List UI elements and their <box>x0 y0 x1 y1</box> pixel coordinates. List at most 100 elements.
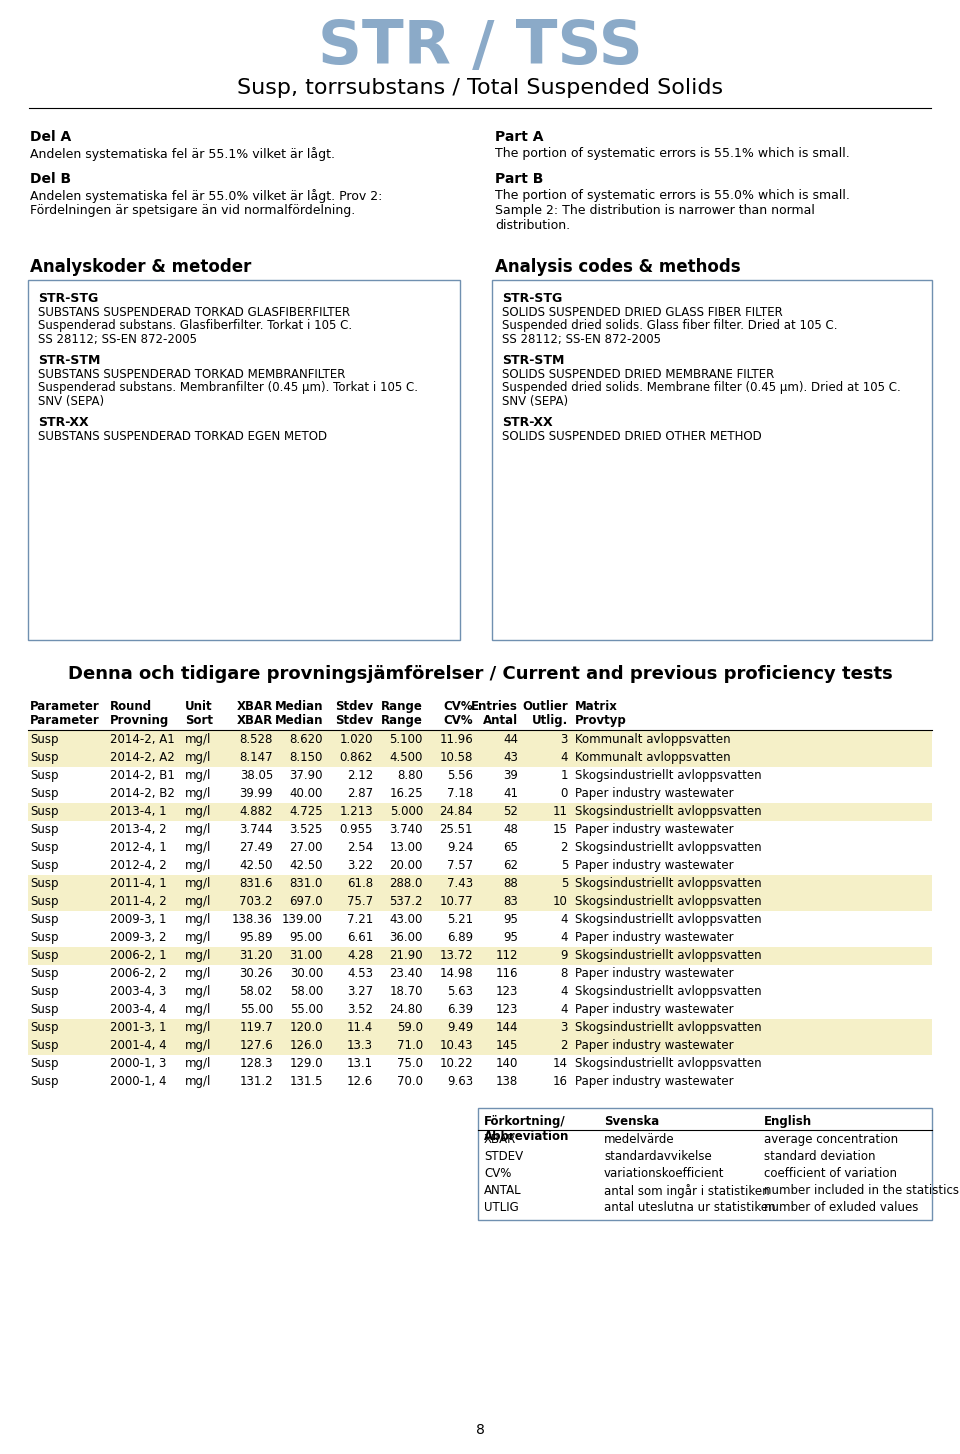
Text: 2003-4, 4: 2003-4, 4 <box>110 1003 166 1016</box>
Text: 10.43: 10.43 <box>440 1040 473 1053</box>
Text: 4: 4 <box>561 1003 568 1016</box>
Text: 71.0: 71.0 <box>396 1040 423 1053</box>
Text: mg/l: mg/l <box>185 967 211 980</box>
Text: 1.020: 1.020 <box>340 733 373 746</box>
Text: 38.05: 38.05 <box>240 769 273 782</box>
Text: 126.0: 126.0 <box>289 1040 323 1053</box>
Text: 95: 95 <box>503 931 518 944</box>
Text: mg/l: mg/l <box>185 840 211 853</box>
Text: Susp: Susp <box>30 769 59 782</box>
Text: Kommunalt avloppsvatten: Kommunalt avloppsvatten <box>575 752 731 763</box>
Text: 123: 123 <box>495 984 518 997</box>
Text: STR-XX: STR-XX <box>38 416 88 429</box>
Text: Susp: Susp <box>30 1003 59 1016</box>
Text: average concentration: average concentration <box>764 1133 899 1146</box>
Text: Susp: Susp <box>30 913 59 926</box>
Text: 288.0: 288.0 <box>390 877 423 890</box>
Text: Skogsindustriellt avloppsvatten: Skogsindustriellt avloppsvatten <box>575 913 761 926</box>
Text: 58.02: 58.02 <box>240 984 273 997</box>
Text: mg/l: mg/l <box>185 1003 211 1016</box>
Text: ANTAL: ANTAL <box>484 1184 521 1197</box>
Text: distribution.: distribution. <box>495 220 570 233</box>
Text: mg/l: mg/l <box>185 1057 211 1070</box>
Text: 2006-2, 1: 2006-2, 1 <box>110 949 167 963</box>
Text: 4.28: 4.28 <box>347 949 373 963</box>
Text: mg/l: mg/l <box>185 733 211 746</box>
Text: Susp: Susp <box>30 896 59 907</box>
Text: Round: Round <box>110 699 152 712</box>
Text: SUBSTANS SUSPENDERAD TORKAD GLASFIBERFILTER: SUBSTANS SUSPENDERAD TORKAD GLASFIBERFIL… <box>38 305 350 318</box>
Text: 3.27: 3.27 <box>347 984 373 997</box>
Text: Susp: Susp <box>30 967 59 980</box>
Text: mg/l: mg/l <box>185 769 211 782</box>
Text: mg/l: mg/l <box>185 752 211 763</box>
Text: 537.2: 537.2 <box>390 896 423 907</box>
Text: 75.7: 75.7 <box>347 896 373 907</box>
Text: Unit: Unit <box>185 699 212 712</box>
Text: 131.2: 131.2 <box>239 1075 273 1088</box>
Text: 5.63: 5.63 <box>447 984 473 997</box>
Text: 61.8: 61.8 <box>347 877 373 890</box>
Text: mg/l: mg/l <box>185 877 211 890</box>
Text: STDEV: STDEV <box>484 1150 523 1163</box>
Text: 2003-4, 3: 2003-4, 3 <box>110 984 166 997</box>
Text: Susp: Susp <box>30 984 59 997</box>
Text: STR / TSS: STR / TSS <box>318 19 642 77</box>
Text: Svenska: Svenska <box>604 1115 660 1128</box>
Text: Paper industry wastewater: Paper industry wastewater <box>575 931 733 944</box>
Text: Paper industry wastewater: Paper industry wastewater <box>575 967 733 980</box>
Text: 138.36: 138.36 <box>232 913 273 926</box>
Text: 44: 44 <box>503 733 518 746</box>
Text: 2012-4, 1: 2012-4, 1 <box>110 840 167 853</box>
Text: 120.0: 120.0 <box>290 1021 323 1034</box>
Text: 4: 4 <box>561 752 568 763</box>
Text: 2: 2 <box>561 840 568 853</box>
Text: 0: 0 <box>561 787 568 800</box>
Text: number of exluded values: number of exluded values <box>764 1201 919 1214</box>
Text: 6.61: 6.61 <box>347 931 373 944</box>
Text: Susp, torrsubstans / Total Suspended Solids: Susp, torrsubstans / Total Suspended Sol… <box>237 79 723 97</box>
Text: 10.58: 10.58 <box>440 752 473 763</box>
Text: 23.40: 23.40 <box>390 967 423 980</box>
Text: 2014-2, B1: 2014-2, B1 <box>110 769 175 782</box>
Text: Suspenderad substans. Glasfiberfilter. Torkat i 105 C.: Suspenderad substans. Glasfiberfilter. T… <box>38 318 352 332</box>
Text: 9.49: 9.49 <box>446 1021 473 1034</box>
Text: STR-STG: STR-STG <box>502 292 563 305</box>
Text: 2012-4, 2: 2012-4, 2 <box>110 859 167 872</box>
Text: STR-STM: STR-STM <box>38 353 101 366</box>
Text: 139.00: 139.00 <box>282 913 323 926</box>
Text: SOLIDS SUSPENDED DRIED MEMBRANE FILTER: SOLIDS SUSPENDED DRIED MEMBRANE FILTER <box>502 368 775 381</box>
Text: Stdev: Stdev <box>335 714 373 727</box>
Text: Analysis codes & methods: Analysis codes & methods <box>495 257 740 276</box>
Text: 3: 3 <box>561 733 568 746</box>
Text: Parameter: Parameter <box>30 699 100 712</box>
Text: 3: 3 <box>561 1021 568 1034</box>
Text: 24.80: 24.80 <box>390 1003 423 1016</box>
Text: 2009-3, 2: 2009-3, 2 <box>110 931 166 944</box>
Text: coefficient of variation: coefficient of variation <box>764 1168 897 1181</box>
Text: 55.00: 55.00 <box>290 1003 323 1016</box>
Text: 129.0: 129.0 <box>289 1057 323 1070</box>
Text: 3.52: 3.52 <box>347 1003 373 1016</box>
Text: 15: 15 <box>553 823 568 836</box>
Text: 13.1: 13.1 <box>347 1057 373 1070</box>
Text: 2013-4, 1: 2013-4, 1 <box>110 806 167 819</box>
Text: 70.0: 70.0 <box>397 1075 423 1088</box>
Text: Skogsindustriellt avloppsvatten: Skogsindustriellt avloppsvatten <box>575 896 761 907</box>
Text: 2.87: 2.87 <box>347 787 373 800</box>
Text: 31.00: 31.00 <box>290 949 323 963</box>
Text: Paper industry wastewater: Paper industry wastewater <box>575 1040 733 1053</box>
Text: Parameter: Parameter <box>30 714 100 727</box>
Text: 4: 4 <box>561 984 568 997</box>
Text: Analyskoder & metoder: Analyskoder & metoder <box>30 257 252 276</box>
FancyBboxPatch shape <box>28 281 460 640</box>
Text: 13.00: 13.00 <box>390 840 423 853</box>
Text: 123: 123 <box>495 1003 518 1016</box>
Text: 21.90: 21.90 <box>390 949 423 963</box>
Text: mg/l: mg/l <box>185 1021 211 1034</box>
Text: 2011-4, 2: 2011-4, 2 <box>110 896 167 907</box>
Text: Outlier: Outlier <box>522 699 568 712</box>
Text: CV%: CV% <box>484 1168 512 1181</box>
Text: XBAR: XBAR <box>237 714 273 727</box>
Text: Stdev: Stdev <box>335 699 373 712</box>
